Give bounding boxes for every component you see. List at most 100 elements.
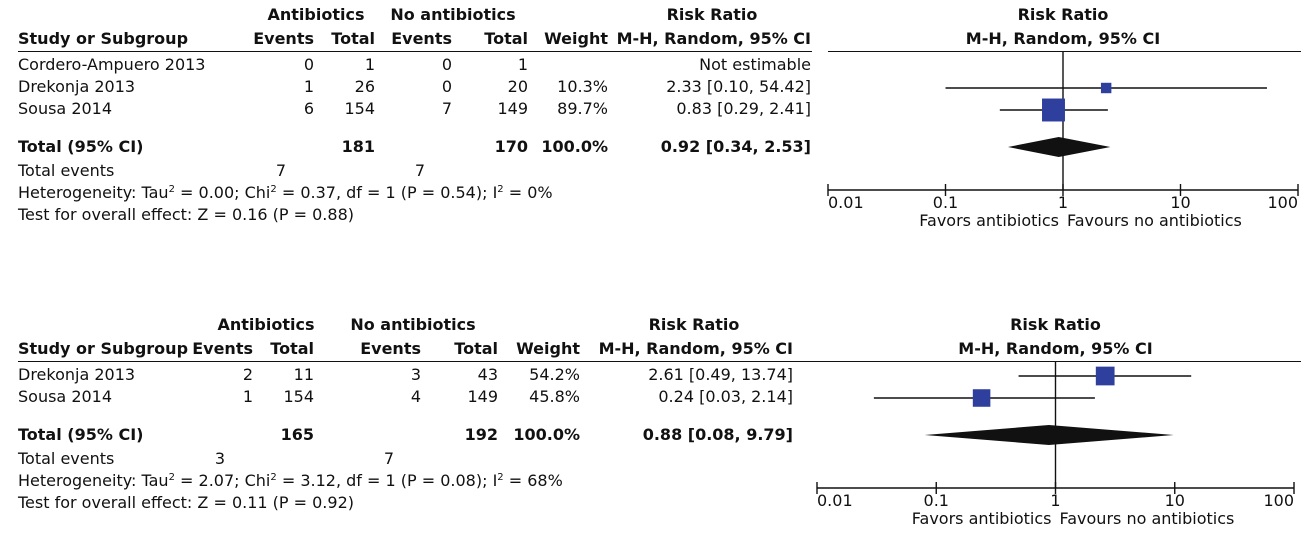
events-header-antibiotics: Events — [192, 339, 253, 358]
favors-right-label: Favours no antibiotics — [1060, 509, 1235, 528]
group-header-antibiotics: Antibiotics — [217, 315, 315, 334]
study-column-header: Study or Subgroup — [18, 29, 189, 48]
study-name: Drekonja 2013 — [18, 77, 136, 96]
group-header-no-antibiotics: No antibiotics — [350, 315, 476, 334]
events-antibiotics: 0 — [303, 55, 314, 74]
plot-risk-ratio-header: Risk Ratio — [1010, 315, 1101, 334]
x-tick-label: 0.1 — [924, 491, 949, 510]
superscript-two: 2 — [497, 472, 504, 483]
total-header-antibiotics: Total — [331, 29, 375, 48]
total-events-label: Total events — [18, 161, 115, 180]
total-risk-ratio-ci: 0.92 [0.34, 2.53] — [660, 137, 811, 156]
events-antibiotics: 1 — [303, 77, 314, 96]
study-name: Drekonja 2013 — [18, 365, 136, 384]
study-name: Sousa 2014 — [18, 387, 113, 406]
total-no-antibiotics: 149 — [467, 387, 498, 406]
weight-header: Weight — [544, 29, 608, 48]
header-rule — [18, 51, 812, 52]
study-name: Cordero-Ampuero 2013 — [18, 55, 206, 74]
x-tick-label: 0.01 — [828, 193, 864, 212]
plot-risk-ratio-header: Risk Ratio — [1017, 5, 1109, 24]
total-events-antibiotics: 7 — [275, 161, 286, 180]
favors-right-label: Favours no antibiotics — [1067, 211, 1242, 230]
heterogeneity-part: = 0% — [503, 183, 553, 202]
ci-method-header: M-H, Random, 95% CI — [616, 29, 811, 48]
total-events-no-antibiotics: 7 — [414, 161, 425, 180]
plot-method-header: M-H, Random, 95% CI — [958, 339, 1153, 358]
study-name: Sousa 2014 — [18, 99, 113, 118]
events-no-antibiotics: 0 — [441, 77, 452, 96]
superscript-two: 2 — [168, 184, 175, 195]
total-no-antibiotics: 170 — [494, 137, 528, 156]
total-antibiotics: 154 — [283, 387, 314, 406]
total-header-antibiotics: Total — [270, 339, 314, 358]
risk-ratio-ci: 0.24 [0.03, 2.14] — [658, 387, 793, 406]
events-no-antibiotics: 7 — [441, 99, 452, 118]
superscript-two: 2 — [168, 472, 175, 483]
x-tick-label: 1 — [1050, 491, 1060, 510]
total-antibiotics: 1 — [364, 55, 375, 74]
events-no-antibiotics: 0 — [441, 55, 452, 74]
weight-header: Weight — [516, 339, 580, 358]
total-antibiotics: 26 — [354, 77, 375, 96]
forest-panel-2: Antibiotics No antibiotics Risk Ratio Risk … — [0, 316, 1301, 556]
total-weight: 100.0% — [541, 137, 608, 156]
favors-left-label: Favors antibiotics — [912, 509, 1052, 528]
study-marker — [1095, 366, 1115, 386]
total-no-antibiotics: 43 — [477, 365, 498, 384]
total-no-antibiotics: 192 — [464, 425, 498, 444]
heterogeneity-text: Heterogeneity: Tau2 = 2.07; Chi2 = 3.12,… — [18, 472, 563, 490]
superscript-two: 2 — [270, 184, 277, 195]
weight-value: 89.7% — [557, 99, 608, 118]
total-header-no-antibiotics: Total — [484, 29, 528, 48]
favors-left-label: Favors antibiotics — [919, 211, 1059, 230]
heterogeneity-part: = 0.00; Chi — [174, 183, 271, 202]
total-no-antibiotics: 20 — [507, 77, 528, 96]
weight-value: 10.3% — [557, 77, 608, 96]
risk-ratio-header: Risk Ratio — [648, 315, 740, 334]
study-marker — [972, 389, 991, 407]
forest-panel-1: Antibiotics No antibiotics Risk Ratio Risk … — [0, 6, 1301, 246]
superscript-two: 2 — [497, 184, 504, 195]
events-header-antibiotics: Events — [253, 29, 314, 48]
x-tick-label: 1 — [1058, 193, 1068, 212]
total-antibiotics: 11 — [293, 365, 314, 384]
x-tick-label: 0.01 — [817, 491, 853, 510]
superscript-two: 2 — [270, 472, 277, 483]
heterogeneity-part: Heterogeneity: Tau — [18, 183, 169, 202]
forest-plot-svg: 0.01 0.1 1 10 100 Favors antibiotics Favours n… — [816, 362, 1295, 528]
risk-ratio-header: Risk Ratio — [666, 5, 758, 24]
plot-header-rule — [828, 51, 1301, 52]
ci-method-header: M-H, Random, 95% CI — [598, 339, 793, 358]
group-header-antibiotics: Antibiotics — [267, 5, 365, 24]
summary-diamond — [1007, 137, 1111, 157]
x-tick-label: 10 — [1170, 193, 1190, 212]
heterogeneity-part: = 2.07; Chi — [174, 471, 271, 490]
events-header-no-antibiotics: Events — [360, 339, 421, 358]
total-events-label: Total events — [18, 449, 115, 468]
weight-value: 45.8% — [529, 387, 580, 406]
risk-ratio-ci: 2.33 [0.10, 54.42] — [666, 77, 811, 96]
events-antibiotics: 1 — [242, 387, 253, 406]
study-marker — [1042, 98, 1065, 122]
total-antibiotics: 181 — [341, 137, 375, 156]
total-label: Total (95% CI) — [18, 425, 144, 444]
events-antibiotics: 6 — [303, 99, 314, 118]
x-tick-label: 0.1 — [933, 193, 958, 212]
overall-effect-text: Test for overall effect: Z = 0.11 (P = 0… — [18, 493, 354, 512]
total-risk-ratio-ci: 0.88 [0.08, 9.79] — [642, 425, 793, 444]
forest-plot-svg: 0.01 0.1 1 10 100 Favors antibiotics Favours n… — [827, 52, 1299, 230]
total-antibiotics: 165 — [280, 425, 314, 444]
heterogeneity-part: = 3.12, df = 1 (P = 0.08); I — [276, 471, 498, 490]
x-tick-label: 100 — [1263, 491, 1294, 510]
heterogeneity-part: Heterogeneity: Tau — [18, 471, 169, 490]
events-no-antibiotics: 3 — [410, 365, 421, 384]
events-antibiotics: 2 — [242, 365, 253, 384]
study-column-header: Study or Subgroup — [18, 339, 189, 358]
overall-effect-text: Test for overall effect: Z = 0.16 (P = 0… — [18, 205, 354, 224]
total-no-antibiotics: 149 — [497, 99, 528, 118]
events-no-antibiotics: 4 — [410, 387, 421, 406]
total-antibiotics: 154 — [344, 99, 375, 118]
x-tick-label: 10 — [1165, 491, 1185, 510]
events-header-no-antibiotics: Events — [391, 29, 452, 48]
